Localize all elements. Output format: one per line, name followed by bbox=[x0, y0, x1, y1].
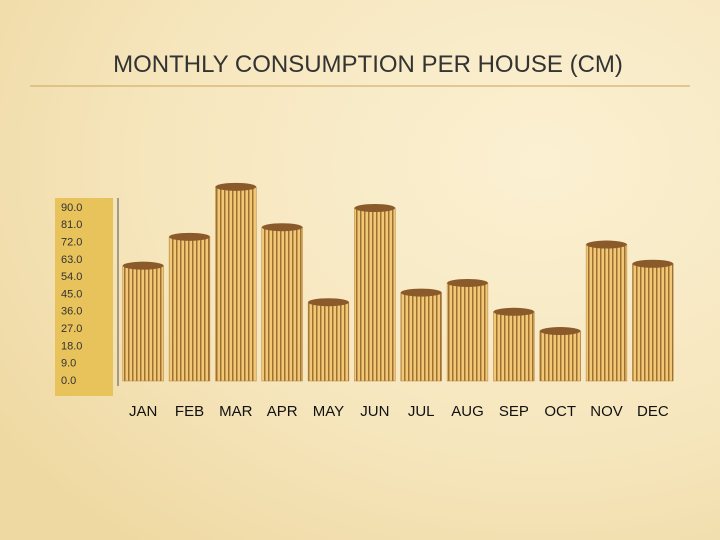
x-tick-label: DEC bbox=[637, 403, 669, 420]
bar-top bbox=[493, 307, 535, 316]
x-tick-label: NOV bbox=[590, 403, 623, 420]
bar bbox=[493, 311, 535, 382]
x-tick-label: OCT bbox=[544, 403, 576, 420]
bar bbox=[261, 226, 303, 382]
bar bbox=[585, 244, 628, 382]
bar bbox=[354, 207, 396, 382]
bar bbox=[122, 265, 164, 382]
bar bbox=[307, 301, 350, 382]
bar-top bbox=[400, 288, 442, 297]
x-tick-label: MAR bbox=[219, 403, 253, 420]
y-tick-label: 0.0 bbox=[61, 375, 76, 387]
x-tick-label: JAN bbox=[129, 403, 157, 420]
x-tick-label: AUG bbox=[451, 403, 484, 420]
x-tick-label: JUN bbox=[360, 403, 389, 420]
bar-top bbox=[215, 182, 257, 191]
bar bbox=[168, 236, 211, 382]
bar-top bbox=[586, 240, 627, 249]
bar-top bbox=[539, 327, 581, 336]
y-tick-label: 63.0 bbox=[61, 254, 82, 266]
bar-top bbox=[308, 298, 349, 307]
y-tick-label: 81.0 bbox=[61, 219, 82, 231]
bar-top bbox=[447, 278, 488, 287]
x-tick-label: APR bbox=[267, 403, 298, 420]
x-tick-label: JUL bbox=[408, 403, 435, 420]
bar-top bbox=[632, 259, 674, 268]
bar bbox=[400, 292, 442, 382]
bar-top bbox=[169, 232, 210, 241]
bar bbox=[632, 263, 674, 382]
y-tick-label: 36.0 bbox=[61, 306, 82, 318]
bar bbox=[215, 186, 257, 382]
bar-top bbox=[354, 204, 396, 212]
x-tick-label: FEB bbox=[175, 403, 204, 420]
bar bbox=[539, 330, 581, 382]
y-tick-label: 90.0 bbox=[61, 202, 82, 214]
x-tick-label: SEP bbox=[499, 403, 529, 420]
bar bbox=[446, 282, 489, 382]
bar-top bbox=[122, 261, 164, 270]
chart-title: MONTHLY CONSUMPTION PER HOUSE (CM) bbox=[113, 51, 623, 78]
y-tick-label: 45.0 bbox=[61, 288, 82, 300]
y-tick-label: 18.0 bbox=[61, 340, 82, 352]
y-tick-label: 9.0 bbox=[61, 358, 76, 370]
bar-top bbox=[261, 223, 303, 232]
y-tick-label: 27.0 bbox=[61, 323, 82, 335]
x-tick-label: MAY bbox=[313, 403, 344, 420]
y-tick-label: 72.0 bbox=[61, 237, 82, 249]
y-axis-panel bbox=[55, 198, 113, 396]
y-tick-label: 54.0 bbox=[61, 271, 82, 283]
